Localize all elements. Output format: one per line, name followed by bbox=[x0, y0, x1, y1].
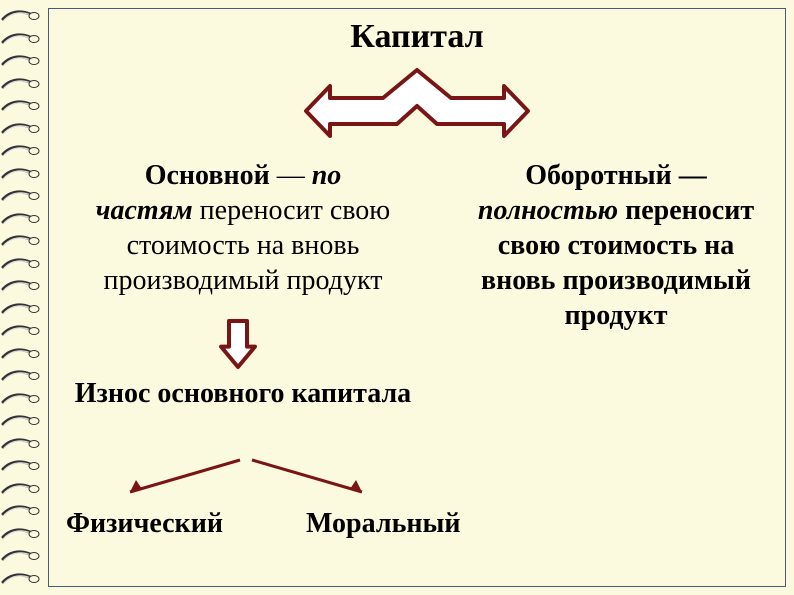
right-head: Оборотный bbox=[525, 160, 672, 191]
left-definition: Основной — по частям переносит свою стои… bbox=[68, 158, 418, 298]
diagram-content: Капитал Основной — по частям переносит с… bbox=[48, 8, 786, 587]
moral-label: Моральный bbox=[306, 508, 461, 540]
physical-label: Физический bbox=[66, 508, 223, 540]
split-arrow-icon bbox=[302, 64, 532, 144]
right-rest1: переносит bbox=[618, 195, 754, 226]
right-em1: полностью bbox=[478, 195, 618, 226]
fork-arrows-icon bbox=[116, 456, 376, 500]
left-dash: — bbox=[270, 160, 312, 191]
wear-heading: Износ основного капитала bbox=[68, 376, 418, 411]
down-arrow-icon bbox=[218, 318, 258, 370]
right-definition: Оборотный — полностью переносит свою сто… bbox=[476, 158, 756, 333]
left-head: Основной bbox=[145, 160, 270, 191]
left-em1: по bbox=[312, 160, 342, 191]
right-rest2: свою стоимость на вновь производимый про… bbox=[481, 230, 751, 331]
title: Капитал bbox=[48, 18, 786, 56]
left-em2: частям bbox=[96, 195, 193, 226]
spiral-binding bbox=[0, 10, 48, 585]
right-dash: — bbox=[672, 160, 707, 191]
